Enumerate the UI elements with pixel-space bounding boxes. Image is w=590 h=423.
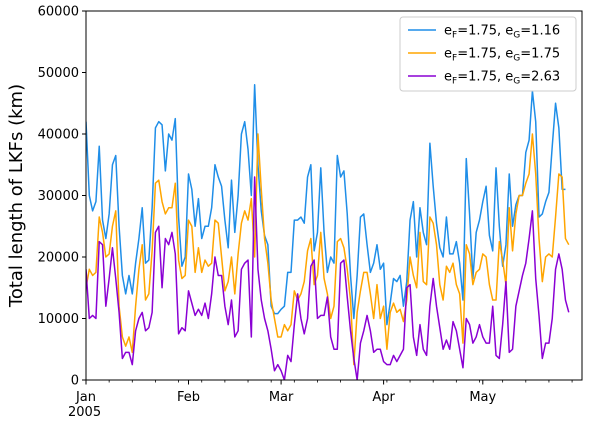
series-line-1 bbox=[86, 84, 566, 326]
legend-label-sub1: F bbox=[452, 54, 457, 64]
legend-label-base2: e bbox=[505, 70, 513, 85]
x-tick-label: Jan bbox=[75, 390, 96, 405]
y-axis: 0 10000 20000 30000 40000 50000 60000 bbox=[38, 5, 86, 389]
x-tick-label: May bbox=[469, 390, 496, 405]
y-tick-label: 20000 bbox=[38, 251, 79, 266]
series-line-3 bbox=[86, 176, 570, 380]
y-tick-label: 50000 bbox=[38, 66, 79, 81]
y-tick-label: 10000 bbox=[38, 312, 79, 327]
x-tick-label: Apr bbox=[372, 390, 395, 405]
legend-label: eF=1.75, eG=2.63 bbox=[444, 70, 560, 87]
legend-label-sub2: G bbox=[513, 77, 520, 87]
legend-label-sub1: F bbox=[452, 31, 457, 41]
x-tick-label: Feb bbox=[177, 390, 200, 405]
y-tick-label: 0 bbox=[71, 374, 79, 389]
y-tick-label: 60000 bbox=[38, 5, 79, 20]
series-line-2 bbox=[86, 133, 570, 366]
legend-label: eF=1.75, eG=1.16 bbox=[444, 24, 560, 41]
legend-label-base1: e bbox=[444, 70, 452, 85]
y-tick-label: 30000 bbox=[38, 189, 79, 204]
legend-label-base2: e bbox=[505, 47, 513, 62]
legend-label-tail: =1.16 bbox=[520, 24, 560, 39]
legend-label-sub2: G bbox=[513, 31, 520, 41]
legend-label-base1: e bbox=[444, 47, 452, 62]
legend-label-tail: =2.63 bbox=[520, 70, 560, 85]
x-tick-label: Mar bbox=[269, 390, 294, 405]
x-tick-sublabel: 2005 bbox=[68, 405, 101, 420]
legend-label-mid: =1.75, bbox=[457, 70, 505, 85]
y-tick-label: 40000 bbox=[38, 128, 79, 143]
legend-label-tail: =1.75 bbox=[520, 47, 560, 62]
series-layer bbox=[86, 84, 570, 380]
legend-box bbox=[399, 16, 577, 92]
legend-label-mid: =1.75, bbox=[457, 47, 505, 62]
legend-label-base1: e bbox=[444, 24, 452, 39]
legend-label-sub2: G bbox=[513, 54, 520, 64]
legend-label-sub1: F bbox=[452, 77, 457, 87]
legend-label-base2: e bbox=[505, 24, 513, 39]
legend-label-mid: =1.75, bbox=[457, 24, 505, 39]
y-axis-label: Total length of LKFs (km) bbox=[6, 84, 27, 308]
legend-label: eF=1.75, eG=1.75 bbox=[444, 47, 560, 64]
